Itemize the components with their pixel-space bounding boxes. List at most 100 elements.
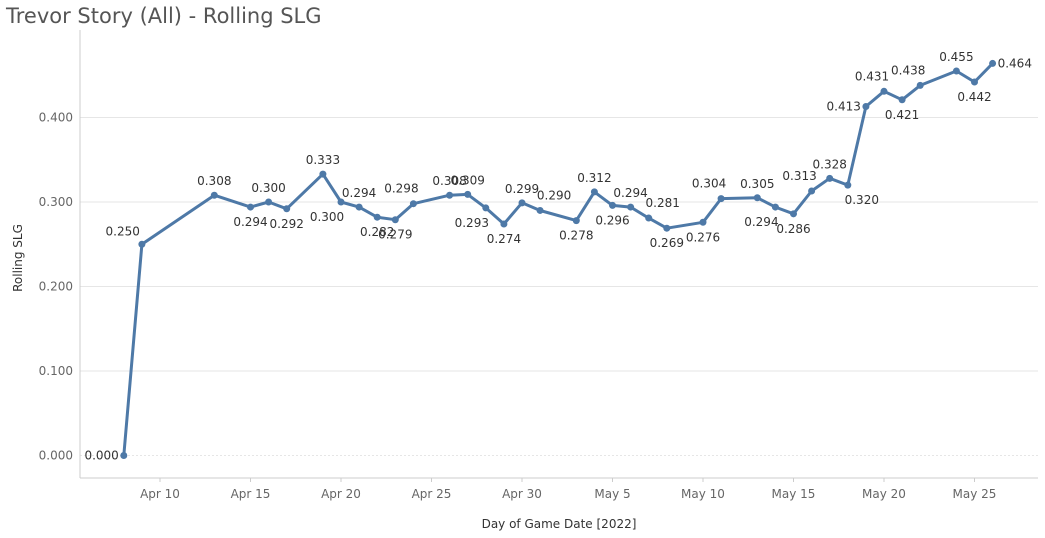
- x-tick-label: May 10: [681, 487, 725, 501]
- y-tick-label: 0.400: [39, 111, 73, 125]
- y-tick-labels: 0.000 0.100 0.200 0.300 0.400: [39, 111, 73, 463]
- data-label: 0.294: [613, 186, 647, 200]
- data-label: 0.328: [813, 157, 847, 171]
- x-tick-label: Apr 15: [231, 487, 271, 501]
- data-label: 0.286: [776, 222, 810, 236]
- x-tick-label: Apr 10: [140, 487, 180, 501]
- data-label: 0.276: [686, 230, 720, 244]
- x-tick-label: May 15: [772, 487, 816, 501]
- data-point: [464, 190, 472, 198]
- data-point: [916, 81, 924, 89]
- y-tick-label: 0.000: [39, 449, 73, 463]
- data-label: 0.292: [270, 217, 304, 231]
- data-label: 0.298: [384, 182, 418, 196]
- data-label: 0.300: [251, 181, 285, 195]
- data-label: 0.279: [378, 228, 412, 242]
- data-label: 0.000: [84, 449, 118, 463]
- data-point: [210, 191, 218, 199]
- data-labels: 0.000 0.250 0.308 0.294 0.300 0.292 0.333 0.300…: [84, 50, 1032, 462]
- data-label: 0.421: [885, 108, 919, 122]
- data-point: [409, 200, 417, 208]
- data-label: 0.309: [451, 173, 485, 187]
- x-tick-label: Apr 30: [502, 487, 542, 501]
- x-axis-label: Day of Game Date [2022]: [482, 517, 637, 531]
- data-point: [446, 191, 454, 199]
- y-axis-label: Rolling SLG: [11, 224, 25, 292]
- chart-title: Trevor Story (All) - Rolling SLG: [6, 4, 322, 28]
- gridlines: [80, 117, 1038, 456]
- data-point: [482, 204, 490, 212]
- x-tick-label: May 25: [953, 487, 997, 501]
- data-label: 0.282: [360, 225, 394, 239]
- data-point: [609, 201, 616, 209]
- data-point: [247, 203, 254, 211]
- data-label: 0.455: [939, 50, 973, 64]
- data-point: [844, 181, 852, 189]
- data-point: [518, 199, 526, 207]
- data-label: 0.333: [306, 153, 340, 167]
- data-label: 0.438: [891, 63, 925, 77]
- data-label: 0.300: [310, 210, 344, 224]
- x-tick-label: Apr 20: [321, 487, 361, 501]
- data-label: 0.305: [740, 177, 774, 191]
- x-tick-label: Apr 25: [412, 487, 452, 501]
- data-label: 0.442: [957, 90, 991, 104]
- data-label: 0.313: [782, 169, 816, 183]
- data-point: [880, 87, 888, 95]
- data-label: 0.269: [650, 236, 684, 250]
- data-point: [952, 67, 960, 75]
- x-tick-label: May 5: [594, 487, 630, 501]
- y-tick-label: 0.200: [39, 280, 73, 294]
- data-point: [355, 203, 363, 211]
- x-tick-label: May 20: [862, 487, 906, 501]
- data-point: [862, 103, 870, 111]
- data-label: 0.308: [197, 174, 231, 188]
- data-label: 0.299: [505, 182, 539, 196]
- data-label: 0.294: [744, 215, 778, 229]
- data-point: [790, 210, 797, 218]
- axes: [79, 30, 1038, 479]
- data-label: 0.312: [577, 171, 611, 185]
- data-point: [373, 213, 381, 221]
- data-point: [120, 452, 128, 459]
- data-point: [627, 203, 635, 211]
- data-point: [138, 240, 146, 248]
- data-label: 0.250: [106, 224, 140, 238]
- data-label: 0.296: [595, 213, 629, 227]
- data-label: 0.431: [855, 69, 889, 83]
- data-label: 0.413: [827, 100, 861, 114]
- data-label: 0.290: [537, 188, 571, 202]
- data-label: 0.281: [646, 196, 680, 210]
- y-tick-label: 0.300: [39, 195, 73, 209]
- data-label: 0.274: [487, 232, 521, 246]
- data-point: [898, 96, 906, 104]
- data-point: [753, 194, 761, 202]
- data-point: [771, 203, 779, 211]
- data-point: [808, 187, 816, 195]
- data-label: 0.464: [998, 56, 1032, 70]
- data-point: [536, 206, 544, 214]
- data-label: 0.320: [845, 193, 879, 207]
- series-path: [122, 62, 994, 456]
- data-point: [645, 214, 653, 222]
- data-point: [590, 188, 598, 196]
- x-tick-labels: Apr 10 Apr 15 Apr 20 Apr 25 Apr 30 May 5 May 1…: [140, 478, 996, 501]
- data-label: 0.293: [455, 216, 489, 230]
- data-label: 0.294: [342, 186, 376, 200]
- data-point: [337, 198, 345, 206]
- data-point: [663, 224, 671, 232]
- y-tick-label: 0.100: [39, 364, 73, 378]
- data-point: [989, 59, 997, 67]
- data-point: [391, 216, 399, 224]
- data-point: [826, 174, 834, 182]
- data-point: [283, 205, 291, 213]
- data-point: [699, 218, 707, 226]
- data-point: [572, 217, 580, 225]
- data-point: [319, 170, 327, 178]
- data-point: [717, 195, 725, 203]
- data-point: [971, 78, 978, 86]
- series-line: [122, 62, 994, 456]
- data-label: 0.294: [233, 215, 267, 229]
- data-label: 0.308: [432, 174, 466, 188]
